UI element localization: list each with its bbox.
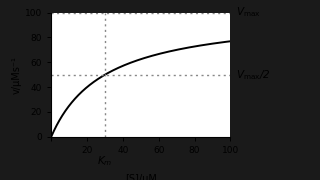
X-axis label: [S]/μM: [S]/μM — [125, 174, 157, 180]
Text: $V_{\mathrm{max}}$: $V_{\mathrm{max}}$ — [236, 6, 260, 19]
Text: $V_{\mathrm{max}}$/2: $V_{\mathrm{max}}$/2 — [236, 68, 270, 82]
Text: $K_m$: $K_m$ — [97, 154, 113, 168]
Y-axis label: v/μMs⁻¹: v/μMs⁻¹ — [12, 56, 22, 94]
